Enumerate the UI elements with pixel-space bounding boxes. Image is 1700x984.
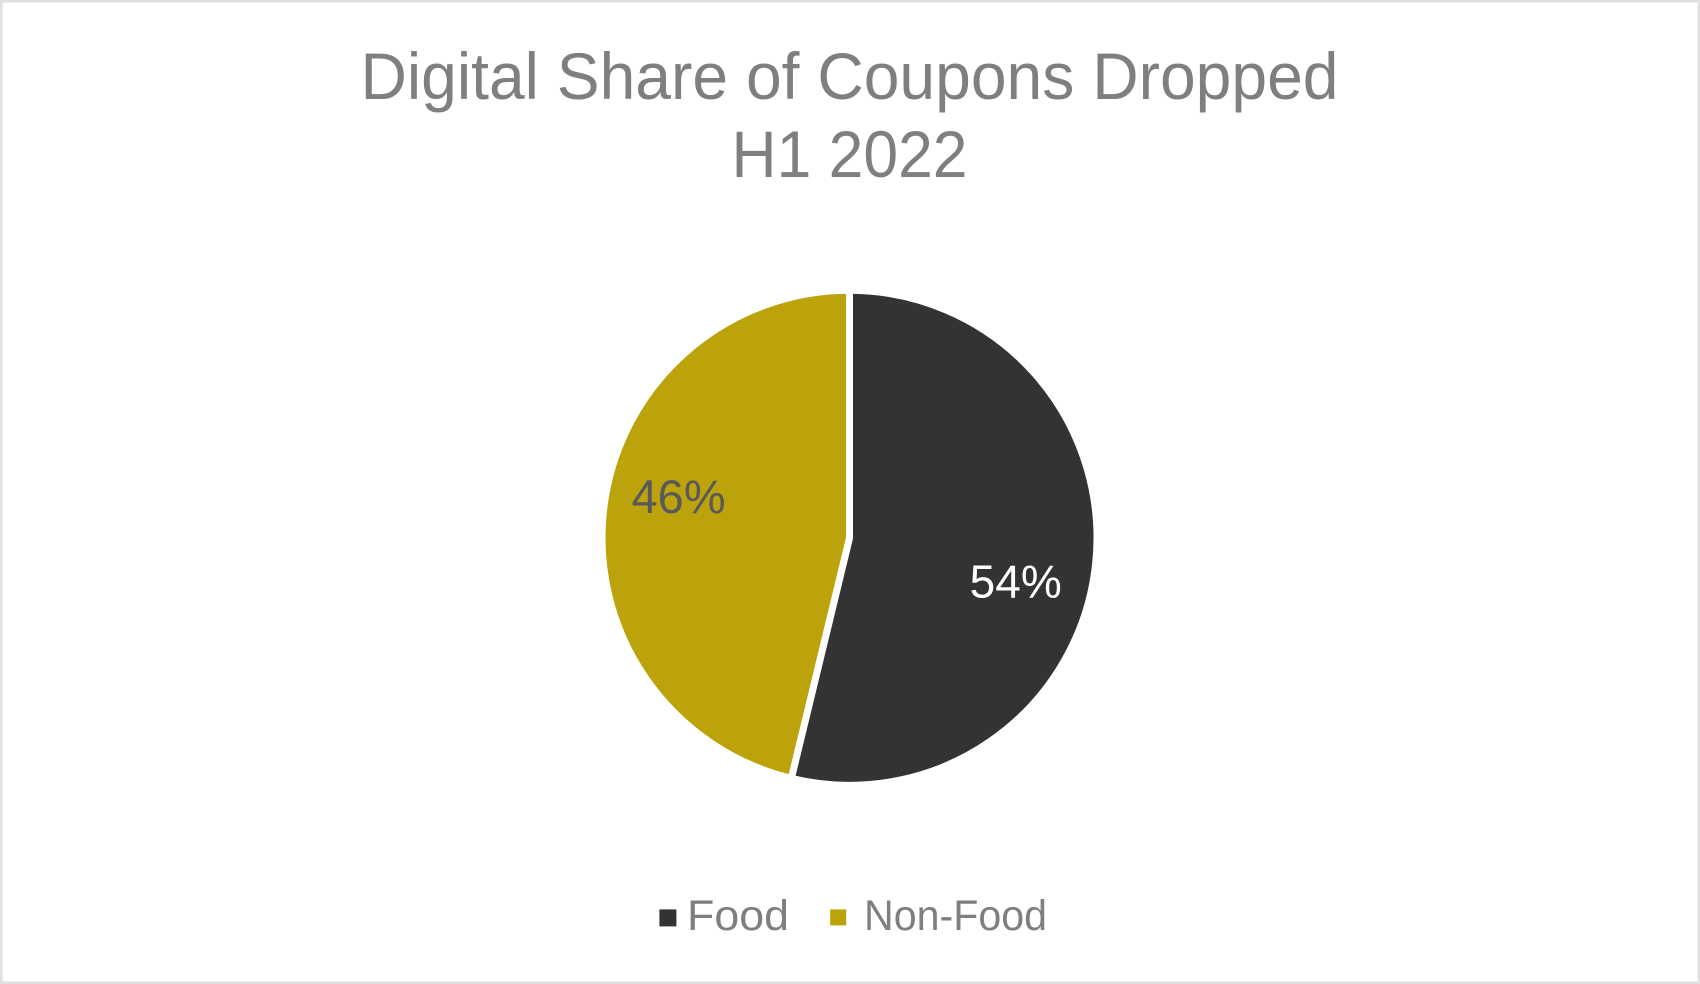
svg-text:H1 2022: H1 2022: [732, 117, 968, 191]
svg-text:54%: 54%: [970, 556, 1062, 608]
svg-text:Food: Food: [687, 892, 789, 940]
svg-text:Non-Food: Non-Food: [864, 892, 1047, 940]
svg-text:46%: 46%: [632, 470, 726, 523]
svg-text:Digital Share of Coupons Dropp: Digital Share of Coupons Dropped: [361, 39, 1339, 113]
